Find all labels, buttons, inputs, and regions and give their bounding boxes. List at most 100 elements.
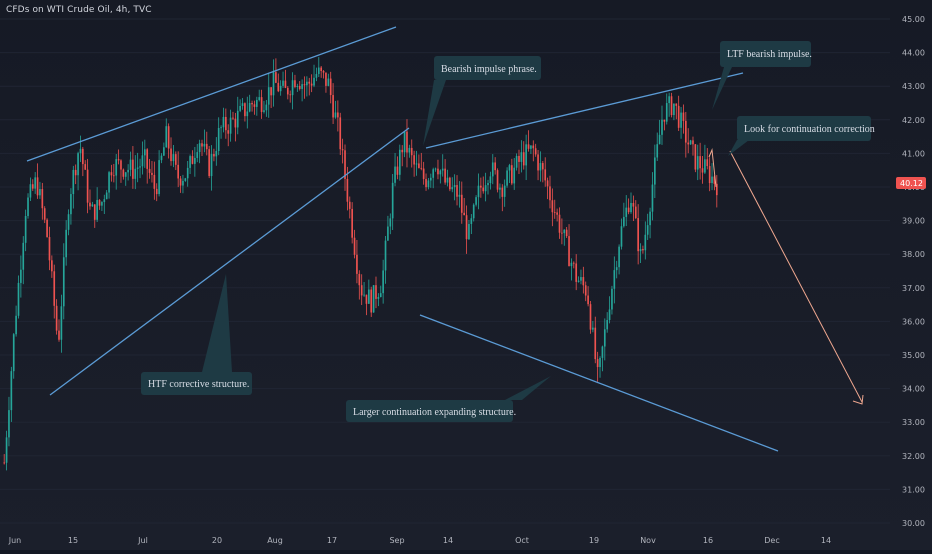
candle-body — [370, 289, 373, 313]
candle-body — [12, 334, 15, 372]
candle-body — [439, 170, 442, 175]
candle-body — [477, 185, 480, 198]
candle-body — [127, 169, 129, 173]
candle-body — [96, 199, 98, 220]
candle-body — [482, 187, 485, 192]
candle-body — [365, 294, 368, 304]
callout-continuation: Look for continuation correction — [728, 116, 875, 156]
candle-body — [363, 294, 365, 296]
candle-body — [389, 218, 392, 227]
candle-body — [460, 194, 463, 213]
candle-body — [67, 214, 70, 230]
candle-body — [451, 187, 454, 190]
x-tick-label: 14 — [443, 536, 453, 545]
candle-body — [213, 154, 215, 157]
x-tick-label: Aug — [267, 536, 283, 545]
candle-body — [60, 306, 63, 340]
candle-body — [55, 305, 58, 331]
x-tick-label: Jun — [8, 536, 22, 545]
candle-body — [151, 172, 153, 175]
candle-body — [639, 249, 642, 252]
candle-body — [713, 176, 716, 184]
candle-body — [263, 110, 265, 112]
candle-body — [53, 271, 56, 306]
x-tick-label: 17 — [327, 536, 337, 545]
candle-body — [546, 180, 549, 187]
candle-body — [344, 150, 346, 179]
candle-body — [613, 270, 616, 289]
candle-body — [692, 140, 694, 145]
x-tick-label: 14 — [821, 536, 831, 545]
candle-body — [41, 189, 44, 209]
candle-body — [91, 204, 94, 207]
callout-bearish-text: Bearish impulse phrase. — [441, 64, 537, 75]
callout-expanding: Larger continuation expanding structure. — [346, 376, 551, 422]
candle-body — [208, 149, 210, 177]
candle-body — [325, 72, 327, 86]
candle-body — [189, 156, 191, 168]
candle-body — [17, 282, 20, 316]
candle-body — [31, 184, 34, 189]
candle-body — [277, 82, 280, 92]
candle-body — [39, 189, 41, 196]
time-axis[interactable]: Jun 15 Jul 20 Aug 17 Sep 14 Oct 19 Nov 16 Dec 14 — [8, 536, 831, 545]
candle-body — [298, 86, 301, 89]
candle-body — [115, 159, 118, 176]
candle-body — [687, 142, 690, 145]
candle-body — [584, 285, 587, 296]
candle-body — [134, 168, 137, 179]
candle-body — [272, 72, 275, 96]
candle-body — [356, 254, 358, 274]
candle-body — [572, 262, 575, 264]
candle-body — [258, 97, 261, 101]
candle-body — [158, 160, 160, 195]
candle-body — [251, 102, 253, 105]
candle-body — [534, 148, 537, 155]
candle-body — [358, 273, 361, 286]
candle-body — [441, 168, 444, 171]
candle-body — [286, 87, 289, 95]
callout-continuation-text: Look for continuation correction — [744, 124, 875, 135]
candle-body — [143, 149, 146, 156]
candle-body — [346, 178, 349, 202]
candle-body — [379, 293, 382, 297]
candle-body — [24, 215, 27, 243]
x-tick-label: Sep — [389, 536, 404, 545]
candle-body — [167, 126, 170, 149]
candle-body — [427, 180, 430, 188]
candle-body — [532, 145, 535, 149]
candle-body — [5, 437, 8, 463]
callouts: HTF corrective structure. Bearish impuls… — [141, 41, 875, 422]
candle-body — [248, 102, 251, 112]
candle-body — [699, 156, 701, 169]
candle-body — [301, 84, 303, 89]
candle-body — [677, 105, 680, 128]
candle-body — [406, 131, 408, 153]
candle-body — [329, 78, 332, 96]
candle-body — [217, 127, 220, 151]
candle-body — [444, 168, 446, 183]
y-tick-label: 32.00 — [902, 452, 925, 461]
candle-body — [637, 218, 639, 252]
candle-body — [322, 71, 325, 73]
candle-body — [711, 176, 713, 184]
candle-body — [129, 159, 132, 170]
candle-body — [596, 359, 599, 368]
candle-body — [122, 169, 125, 177]
candle-body — [234, 118, 237, 128]
y-tick-label: 37.00 — [902, 284, 925, 293]
candle-body — [170, 148, 172, 162]
candle-body — [191, 156, 194, 164]
candle-body — [410, 147, 413, 156]
candle-body — [484, 185, 487, 192]
candle-body — [518, 155, 520, 162]
x-tick-label: 16 — [703, 536, 713, 545]
candle-body — [108, 172, 110, 193]
candle-body — [394, 166, 396, 183]
price-axis[interactable]: 45.0044.0043.0042.0041.0040.0039.0038.00… — [902, 15, 925, 528]
ltf-impulse-mark — [708, 148, 717, 188]
candle-body — [503, 185, 506, 197]
y-tick-label: 36.00 — [902, 317, 925, 326]
